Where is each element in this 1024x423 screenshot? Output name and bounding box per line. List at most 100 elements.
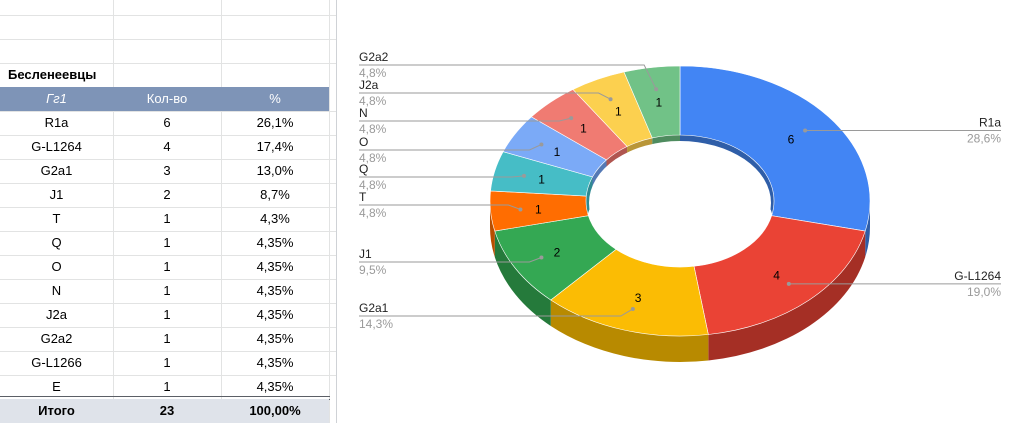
callout-percent-G2a2: 4,8% <box>359 66 387 80</box>
grid-row-line <box>0 303 336 304</box>
donut-chart-svg: 6432111111R1a28,6%G-L126419,0%G2a114,3%J… <box>359 50 1001 362</box>
leader-dot-Q <box>522 173 527 178</box>
donut-slices <box>489 65 871 362</box>
table-cell-count[interactable]: 1 <box>163 331 171 346</box>
callout-percent-R1a: 28,6% <box>967 132 1001 146</box>
callout-percent-G2a1: 14,3% <box>359 317 393 331</box>
slice-outer-side-J1 <box>494 231 551 326</box>
leader-dot-J2a <box>608 97 613 102</box>
leader-dot-T <box>518 207 523 212</box>
spreadsheet-grid[interactable]: Бесленеевцы Гг1 Кол-во % R1a 6 26,1% G-L126… <box>0 0 336 423</box>
table-cell-count[interactable]: 1 <box>163 307 171 322</box>
slice-value-label-R1a: 6 <box>788 132 795 146</box>
table-cell-pct[interactable]: 4,3% <box>260 211 290 226</box>
slice-value-label-N: 1 <box>580 121 587 135</box>
table-cell-pct[interactable]: 4,35% <box>256 283 294 298</box>
table-cell-hg[interactable]: J1 <box>49 187 64 202</box>
table-cell-count[interactable]: 1 <box>163 259 171 274</box>
callout-percent-T: 4,8% <box>359 206 387 220</box>
callout-percent-J2a: 4,8% <box>359 94 387 108</box>
table-cell-count[interactable]: 1 <box>163 235 171 250</box>
table-cell-pct[interactable]: 4,35% <box>256 259 294 274</box>
leader-line-Q <box>359 175 525 178</box>
table-cell-pct[interactable]: 13,0% <box>256 163 294 178</box>
leader-dot-G2a2 <box>654 87 659 92</box>
grid-row-line <box>0 351 336 352</box>
header-haplogroup[interactable]: Гг1 <box>0 87 113 111</box>
slice-value-label-G2a1: 3 <box>635 291 642 305</box>
table-cell-hg[interactable]: R1a <box>44 115 69 130</box>
leader-dot-G2a1 <box>630 306 635 311</box>
slice-value-label-Q: 1 <box>538 173 545 187</box>
grid-row-line <box>0 159 336 160</box>
table-cell-count[interactable]: 6 <box>163 115 171 130</box>
table-cell-count[interactable]: 4 <box>163 139 171 154</box>
table-cell-hg[interactable]: N <box>51 283 62 298</box>
slice-G2a2[interactable] <box>623 65 681 139</box>
grid-row-line <box>0 255 336 256</box>
table-cell-pct[interactable]: 4,35% <box>256 355 294 370</box>
leader-dot-R1a <box>803 128 808 133</box>
table-cell-hg[interactable]: J2a <box>46 307 67 322</box>
leader-line-J2a <box>359 92 611 100</box>
slice-value-label-J1: 2 <box>554 245 561 259</box>
grid-row-line <box>0 111 336 112</box>
grid-row-line <box>0 279 336 280</box>
total-count[interactable]: 23 <box>113 399 221 423</box>
table-cell-pct[interactable]: 4,35% <box>256 235 294 250</box>
table-cell-hg[interactable]: G2a2 <box>40 331 73 346</box>
callout-category-N: N <box>359 106 368 120</box>
sheet-title[interactable]: Бесленеевцы <box>8 67 97 82</box>
grid-row-line <box>0 207 336 208</box>
table-cell-pct[interactable]: 4,35% <box>256 307 294 322</box>
header-percent[interactable]: % <box>221 87 329 111</box>
total-label[interactable]: Итого <box>0 399 113 423</box>
donut-hole <box>589 141 771 265</box>
table-cell-hg[interactable]: E <box>52 379 61 394</box>
table-cell-pct[interactable]: 26,1% <box>256 115 294 130</box>
table-cell-hg[interactable]: T <box>52 211 61 226</box>
slice-outer-side-G2a1 <box>550 299 709 362</box>
table-cell-count[interactable]: 1 <box>163 283 171 298</box>
table-cell-count[interactable]: 1 <box>163 355 171 370</box>
table-cell-count[interactable]: 1 <box>163 379 171 394</box>
table-cell-count[interactable]: 2 <box>163 187 171 202</box>
leader-line-J1 <box>359 257 542 263</box>
grid-row-line <box>0 39 336 40</box>
leader-line-G2a2 <box>359 64 657 90</box>
table-cell-hg[interactable]: G-L1266 <box>31 355 82 370</box>
table-cell-pct[interactable]: 8,7% <box>260 187 290 202</box>
callout-category-Q: Q <box>359 162 368 176</box>
slice-value-label-J2a: 1 <box>615 104 622 118</box>
table-cell-count[interactable]: 1 <box>163 211 171 226</box>
grid-row-line <box>0 63 336 64</box>
grid-column-line <box>221 0 222 423</box>
table-cell-pct[interactable]: 4,35% <box>256 331 294 346</box>
slice-outer-side-G-L1264 <box>708 231 866 361</box>
table-cell-hg[interactable]: Q <box>51 235 62 250</box>
table-cell-count[interactable]: 3 <box>163 163 171 178</box>
table-cell-pct[interactable]: 4,35% <box>256 379 294 394</box>
callout-percent-O: 4,8% <box>359 151 387 165</box>
donut-chart[interactable]: 6 4 3 2 1 1 1 1 1 1 R1a 28,6% G-L1264 19,0% G2a1 14,3% J… <box>336 0 1024 423</box>
callout-percent-N: 4,8% <box>359 122 387 136</box>
callout-percent-Q: 4,8% <box>359 178 387 192</box>
header-count[interactable]: Кол-во <box>113 87 221 111</box>
table-cell-hg[interactable]: G2a1 <box>40 163 73 178</box>
slice-R1a[interactable] <box>679 65 871 232</box>
table-cell-pct[interactable]: 17,4% <box>256 139 294 154</box>
slice-value-label-G2a2: 1 <box>655 96 662 110</box>
total-percent[interactable]: 100,00% <box>221 399 329 423</box>
callout-category-T: T <box>359 190 367 204</box>
leader-line-N <box>359 117 572 122</box>
leader-dot-J1 <box>539 255 544 260</box>
table-cell-hg[interactable]: G-L1264 <box>31 139 82 154</box>
table-cell-hg[interactable]: O <box>51 259 62 274</box>
grid-row-line <box>0 135 336 136</box>
slice-value-label-T: 1 <box>535 203 542 217</box>
callout-category-G2a2: G2a2 <box>359 50 389 64</box>
slice-G-L1264[interactable] <box>693 215 866 335</box>
grid-row-line <box>0 15 336 16</box>
grid-row-line <box>0 327 336 328</box>
callout-category-O: O <box>359 135 368 149</box>
